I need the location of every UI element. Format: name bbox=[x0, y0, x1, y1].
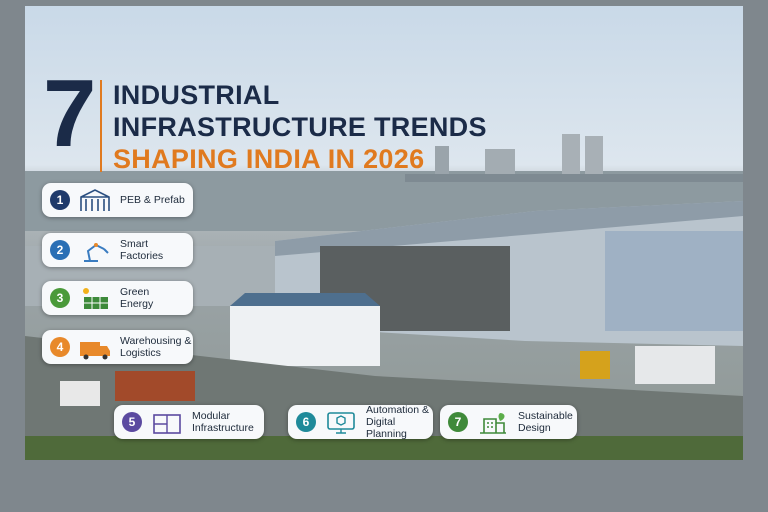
trend-icon bbox=[83, 288, 108, 309]
trend-label: Warehousing & Logistics bbox=[120, 335, 191, 359]
trend-pill: 1 PEB & Prefab bbox=[42, 183, 193, 217]
trend-pill: 7 Sustainable Design bbox=[440, 405, 577, 439]
trend-label-line: Logistics bbox=[120, 347, 161, 359]
trend-number: 4 bbox=[50, 337, 70, 357]
trend-label-line: Warehousing & bbox=[120, 335, 192, 347]
trend-label-line: Infrastructure bbox=[192, 422, 254, 434]
trend-icon bbox=[80, 342, 110, 360]
title-divider bbox=[100, 80, 102, 172]
title-line: INFRASTRUCTURE TRENDS bbox=[113, 112, 487, 142]
photo-frame: 7 INDUSTRIAL INFRASTRUCTURE TRENDS SHAPI… bbox=[25, 6, 743, 460]
trend-number: 6 bbox=[296, 412, 316, 432]
trend-label-line: Automation & bbox=[366, 404, 430, 416]
trend-label: Smart Factories bbox=[120, 238, 163, 262]
trend-pill: 6 Automation & Digital Planning bbox=[288, 404, 433, 440]
trend-number: 5 bbox=[122, 412, 142, 432]
factory-scene bbox=[25, 134, 743, 460]
trend-pill: 3 Green Energy bbox=[42, 281, 193, 315]
title-number: 7 bbox=[43, 60, 97, 167]
trend-label: Sustainable Design bbox=[518, 410, 573, 434]
trend-label-line: Sustainable bbox=[518, 410, 573, 422]
title-line: INDUSTRIAL bbox=[113, 80, 280, 110]
trend-label-line: Green bbox=[120, 286, 150, 298]
trend-pill: 4 Warehousing & Logistics bbox=[42, 330, 193, 364]
trend-label-line: Factories bbox=[120, 250, 164, 262]
trend-icon bbox=[80, 189, 110, 211]
trend-label-line: Design bbox=[518, 422, 551, 434]
trend-label-line: Digital Planning bbox=[366, 416, 407, 440]
trend-icon bbox=[153, 414, 181, 434]
trend-icon bbox=[327, 412, 355, 434]
trend-pill: 5 Modular Infrastructure bbox=[114, 405, 264, 439]
trend-label-line: PEB & Prefab bbox=[120, 194, 185, 206]
title-line: SHAPING INDIA IN 2026 bbox=[113, 144, 425, 174]
trend-label: Automation & Digital Planning bbox=[366, 404, 433, 440]
trend-number: 7 bbox=[448, 412, 468, 432]
trend-label-line: Smart bbox=[120, 238, 149, 250]
trend-label-line: Energy bbox=[120, 298, 154, 310]
trend-label: Modular Infrastructure bbox=[192, 410, 254, 434]
trend-pill: 2 Smart Factories bbox=[42, 233, 193, 267]
trend-number: 3 bbox=[50, 288, 70, 308]
trend-label-line: Modular bbox=[192, 410, 230, 422]
trend-label: PEB & Prefab bbox=[120, 194, 185, 206]
trend-label: Green Energy bbox=[120, 286, 153, 310]
trend-number: 1 bbox=[50, 190, 70, 210]
trend-number: 2 bbox=[50, 240, 70, 260]
trend-icon bbox=[84, 243, 109, 262]
trend-icon bbox=[480, 413, 506, 434]
